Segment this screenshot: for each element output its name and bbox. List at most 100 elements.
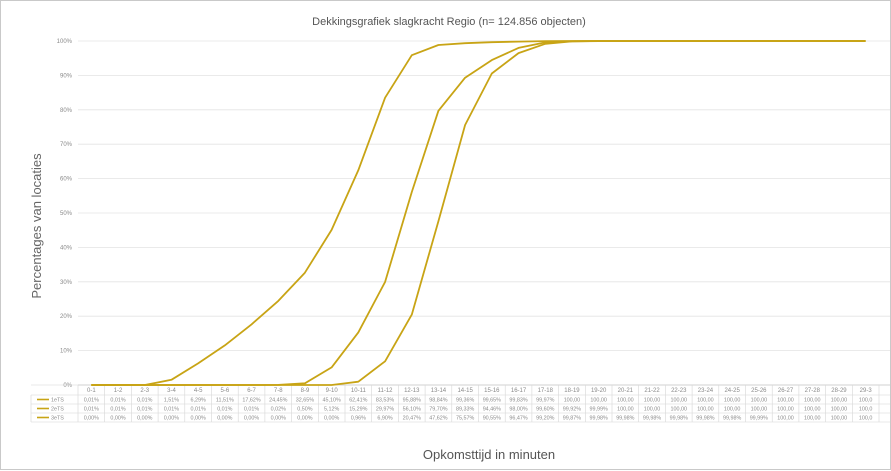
data-table-cell: 0,00% [164,416,179,422]
data-table-cell: 1,51% [164,398,179,404]
data-table-cell: 5,12% [324,407,339,413]
x-tick-label: 0-1 [87,388,96,394]
data-table-cell: 0,01% [137,407,152,413]
data-table-cell: 99,65% [483,398,501,404]
y-axis-ticks: 0%10%20%30%40%50%60%70%80%90%100% [57,39,73,389]
data-table-cell: 99,98% [670,416,688,422]
y-tick-label: 100% [57,39,73,45]
x-tick-label: 22-23 [671,388,687,394]
data-table-cell: 100,00 [831,398,848,404]
y-tick-label: 80% [60,108,73,114]
legend-label: 1eTS [51,398,64,404]
data-table-cell: 0,00% [191,416,206,422]
data-table-cell: 0,01% [164,407,179,413]
data-table-cell: 83,53% [376,398,394,404]
gridlines [78,41,890,385]
data-table-cell: 100,00 [724,398,741,404]
y-tick-label: 30% [60,280,73,286]
data-table-cell: 100,00 [804,398,821,404]
data-table-cell: 0,01% [84,398,99,404]
data-table-cell: 100,00 [804,407,821,413]
x-tick-label: 1-2 [114,388,123,394]
data-table-cell: 100,0 [859,407,873,413]
data-table-cell: 47,62% [429,416,447,422]
data-table-cell: 20,47% [403,416,421,422]
data-table-cell: 100,0 [859,416,873,422]
data-table-cell: 100,00 [777,416,794,422]
data-table-cell: 100,00 [697,398,714,404]
x-tick-label: 20-21 [618,388,634,394]
y-tick-label: 50% [60,211,73,217]
x-tick-label: 19-20 [591,388,607,394]
data-table-cell: 100,00 [777,398,794,404]
x-tick-label: 14-15 [457,388,473,394]
data-table-cell: 100,00 [644,398,661,404]
x-tick-label: 12-13 [404,388,420,394]
y-tick-label: 60% [60,177,73,183]
data-table-cell: 98,00% [509,407,527,413]
data-table-cell: 99,97% [536,398,554,404]
data-table-cell: 100,00 [671,398,688,404]
data-table-cell: 0,00% [84,416,99,422]
y-tick-label: 10% [60,349,73,355]
x-tick-label: 27-28 [805,388,821,394]
data-table-cell: 100,00 [751,398,768,404]
data-table-cell: 99,20% [536,416,554,422]
y-tick-label: 70% [60,142,73,148]
data-table-cell: 100,00 [617,398,634,404]
data-table-cell: 100,00 [697,407,714,413]
x-tick-label: 13-14 [431,388,447,394]
y-tick-label: 40% [60,245,73,251]
x-tick-label: 2-3 [140,388,149,394]
data-table-cell: 17,62% [242,398,260,404]
x-tick-label: 6-7 [247,388,256,394]
data-table-cell: 0,00% [110,416,125,422]
data-table-cell: 100,00 [804,416,821,422]
y-tick-label: 0% [63,383,72,389]
data-table-cell: 0,00% [217,416,232,422]
data-table-cell: 0,01% [191,407,206,413]
data-table-cell: 99,98% [696,416,714,422]
data-table-cell: 95,88% [403,398,421,404]
y-axis-label: Percentages van locaties [29,153,44,299]
x-tick-label: 25-26 [751,388,767,394]
data-table-cell: 0,02% [271,407,286,413]
data-table-cell: 0,01% [217,407,232,413]
x-tick-label: 5-6 [221,388,230,394]
data-table-cell: 6,90% [377,416,392,422]
data-table-cell: 45,10% [323,398,341,404]
data-table-cell: 0,01% [110,398,125,404]
data-table-cell: 99,60% [536,407,554,413]
chart-title: Dekkingsgrafiek slagkracht Regio (n= 124… [312,16,586,28]
x-tick-label: 4-5 [194,388,203,394]
data-table-cell: 24,45% [269,398,287,404]
x-tick-label: 9-10 [326,388,339,394]
y-tick-label: 20% [60,314,73,320]
x-tick-label: 24-25 [724,388,740,394]
data-table-cell: 100,00 [590,398,607,404]
data-table-cell: 100,00 [831,416,848,422]
data-table-cell: 100,00 [831,407,848,413]
data-table-cell: 99,98% [723,416,741,422]
x-tick-label: 21-22 [644,388,660,394]
x-tick-label: 3-4 [167,388,176,394]
data-table-cell: 99,87% [563,416,581,422]
x-axis-label: Opkomsttijd in minuten [423,447,555,462]
data-table-cell: 0,50% [297,407,312,413]
data-table-cell: 100,00 [564,398,581,404]
x-tick-label: 29-3 [860,388,873,394]
data-table-cell: 100,00 [724,407,741,413]
x-tick-label: 28-29 [831,388,847,394]
x-tick-label: 23-24 [698,388,714,394]
data-table-cell: 11,51% [216,398,234,404]
x-tick-label: 10-11 [351,388,367,394]
data-table-cell: 100,00 [671,407,688,413]
data-table-cell: 99,83% [509,398,527,404]
data-table-cell: 0,00% [297,416,312,422]
data-table-cell: 6,29% [191,398,206,404]
data-table-cell: 79,70% [429,407,447,413]
data-table-cell: 99,98% [616,416,634,422]
